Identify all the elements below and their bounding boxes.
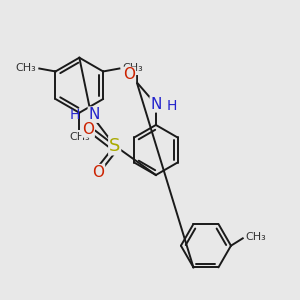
Text: CH₃: CH₃ [16, 63, 36, 73]
Text: CH₃: CH₃ [246, 232, 266, 242]
Text: O: O [82, 122, 94, 137]
Text: N: N [150, 97, 162, 112]
Text: N: N [149, 97, 160, 112]
Text: O: O [82, 122, 94, 137]
Text: O: O [123, 68, 135, 82]
Text: S: S [108, 136, 121, 154]
Text: H: H [167, 99, 177, 113]
Text: H: H [70, 108, 80, 122]
Text: CH₃: CH₃ [122, 63, 143, 73]
Text: O: O [92, 165, 104, 180]
Text: S: S [109, 136, 120, 154]
Text: O: O [123, 68, 135, 82]
Text: N: N [88, 107, 100, 122]
Text: N: N [88, 107, 100, 122]
Text: O: O [92, 165, 104, 180]
Text: CH₃: CH₃ [69, 132, 90, 142]
